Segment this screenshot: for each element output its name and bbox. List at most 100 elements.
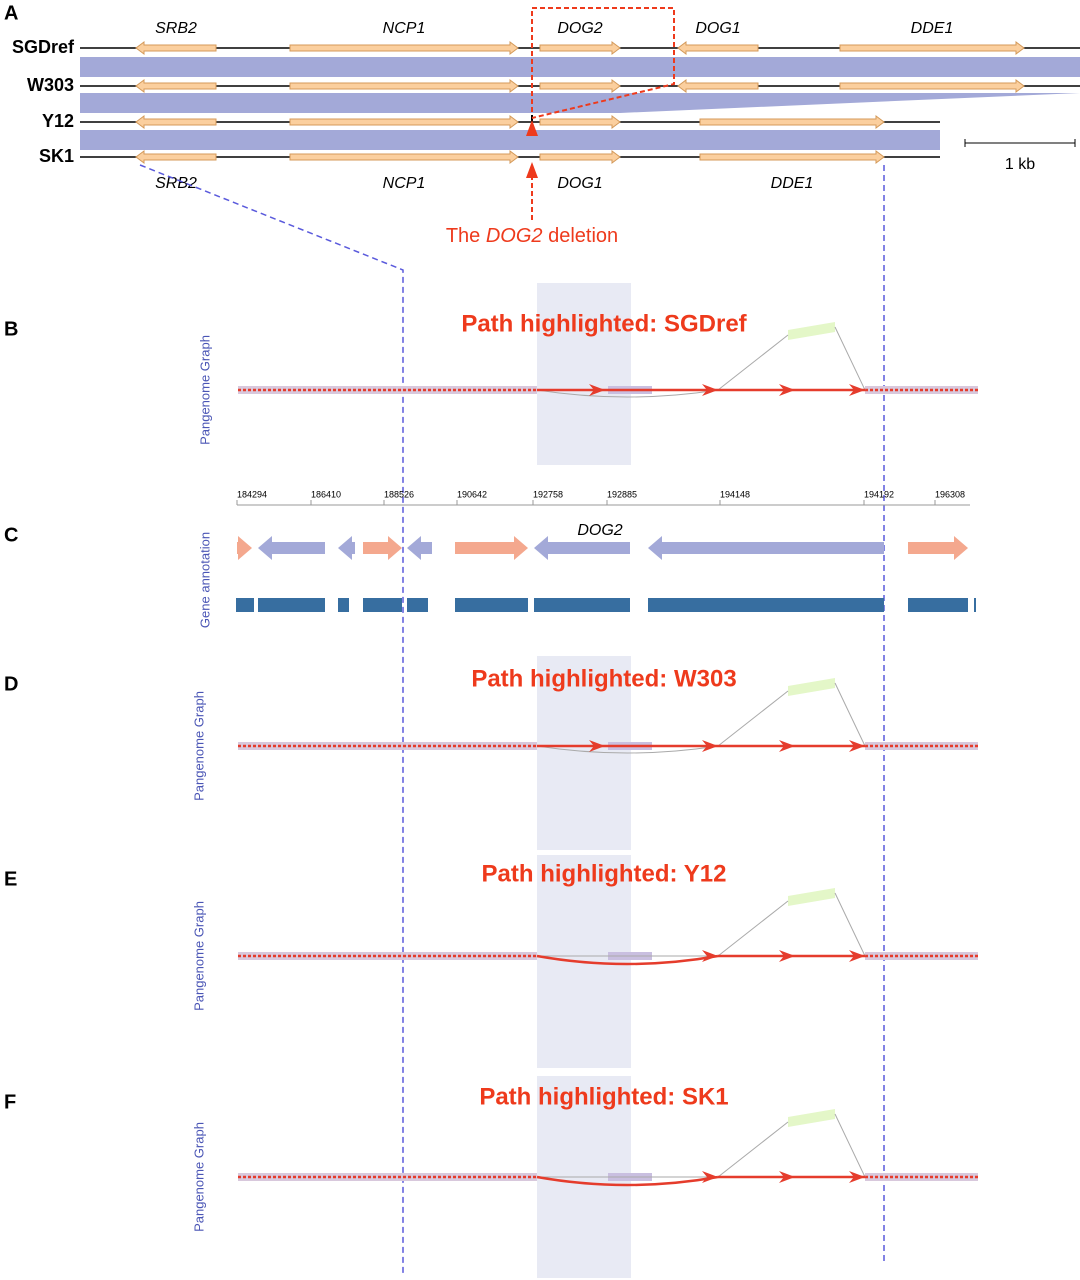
gene-arrow: [839, 41, 1025, 55]
gene-arrow: [839, 79, 1025, 93]
path-arrow: [779, 1171, 795, 1183]
gene-arrow: [237, 536, 252, 560]
gene-block: [455, 598, 528, 612]
path-arrow: [702, 1171, 718, 1183]
gene-label: DDE1: [771, 175, 814, 192]
synteny-band: [80, 57, 1080, 77]
gene-arrow: [258, 536, 325, 560]
gene-label: DOG2: [557, 20, 602, 37]
path-title: Path highlighted: Y12: [482, 860, 727, 887]
gene-arrow: [135, 150, 217, 164]
gene-label: DDE1: [911, 20, 954, 37]
gene-block: [363, 598, 402, 612]
graph-node: [788, 1109, 835, 1127]
gene-block: [974, 598, 976, 612]
gene-arrow: [677, 41, 759, 55]
gene-arrow: [908, 536, 968, 560]
deletion-annotation: The DOG2 deletion: [446, 225, 618, 247]
graph-edge: [717, 892, 866, 957]
gene-label: DOG2: [577, 522, 622, 539]
path-arrow: [779, 740, 795, 752]
annotation-gene: DOG2: [486, 225, 543, 247]
gene-arrow: [135, 79, 217, 93]
path-title: Path highlighted: W303: [471, 665, 736, 692]
gene-label: SRB2: [155, 20, 197, 37]
scale-bar: [964, 139, 1076, 147]
path-arrow: [702, 740, 718, 752]
path-arrow: [849, 384, 865, 396]
gene-label: DOG1: [557, 175, 602, 192]
scale-label: 1 kb: [1005, 156, 1035, 173]
gene-label: NCP1: [383, 20, 426, 37]
gene-arrow: [289, 150, 519, 164]
gene-block: [407, 598, 428, 612]
gene-arrow: [699, 115, 885, 129]
gene-arrow: [677, 79, 759, 93]
arrow-head: [526, 162, 538, 178]
arrow-head: [526, 120, 538, 136]
gene-label: SRB2: [155, 175, 197, 192]
guide-line: [139, 164, 404, 1275]
gene-arrow: [135, 41, 217, 55]
panel-letter: E: [4, 868, 17, 890]
path-segment: [536, 1175, 719, 1187]
ruler-label: 196308: [935, 489, 965, 499]
panel-letter: B: [4, 318, 18, 340]
path-segment: [536, 954, 719, 966]
path-arrow: [589, 740, 605, 752]
graph-node: [788, 888, 835, 906]
graph-edge: [717, 326, 866, 391]
gene-arrow: [534, 536, 630, 560]
gene-block: [236, 598, 254, 612]
gene-arrow: [699, 150, 885, 164]
strain-label: SK1: [39, 146, 74, 166]
annotation-text: deletion: [548, 225, 618, 247]
synteny-band: [80, 93, 1080, 113]
gene-arrow: [539, 115, 621, 129]
panel-letter: A: [4, 2, 18, 24]
ruler-label: 194192: [864, 489, 894, 499]
path-arrow: [849, 740, 865, 752]
gene-arrow: [289, 79, 519, 93]
side-label: Pangenome Graph: [191, 691, 206, 801]
path-arrow: [702, 950, 718, 962]
graph-edge: [717, 682, 866, 747]
strain-label: SGDref: [12, 37, 75, 57]
ruler-label: 192885: [607, 489, 637, 499]
panel-letter: C: [4, 524, 18, 546]
side-label: Pangenome Graph: [197, 335, 212, 445]
gene-arrow: [455, 536, 528, 560]
gene-arrow: [363, 536, 402, 560]
ruler-label: 190642: [457, 489, 487, 499]
path-arrow: [779, 950, 795, 962]
path-arrow: [849, 1171, 865, 1183]
side-label: Pangenome Graph: [191, 1122, 206, 1232]
gene-arrow: [289, 41, 519, 55]
ruler-label: 192758: [533, 489, 563, 499]
ruler-label: 186410: [311, 489, 341, 499]
gene-label: NCP1: [383, 175, 426, 192]
graph-edge: [536, 389, 719, 398]
deletion-box: [531, 7, 675, 119]
path-title: Path highlighted: SK1: [479, 1083, 728, 1110]
annotation-text: The: [446, 225, 480, 247]
panel-letter: F: [4, 1091, 16, 1113]
gene-block: [258, 598, 325, 612]
path-arrow: [779, 384, 795, 396]
gene-block: [534, 598, 630, 612]
strain-label: Y12: [42, 111, 74, 131]
gene-arrow: [407, 536, 432, 560]
path-arrow: [702, 384, 718, 396]
graph-node: [788, 678, 835, 696]
graph-edge: [536, 745, 719, 754]
path-arrow: [589, 384, 605, 396]
path-title: Path highlighted: SGDref: [461, 310, 747, 337]
gene-arrow: [539, 41, 621, 55]
ruler-label: 194148: [720, 489, 750, 499]
gene-arrow: [539, 79, 621, 93]
path-arrow: [849, 950, 865, 962]
graph-node: [788, 322, 835, 340]
gene-arrow: [289, 115, 519, 129]
gene-block: [338, 598, 349, 612]
